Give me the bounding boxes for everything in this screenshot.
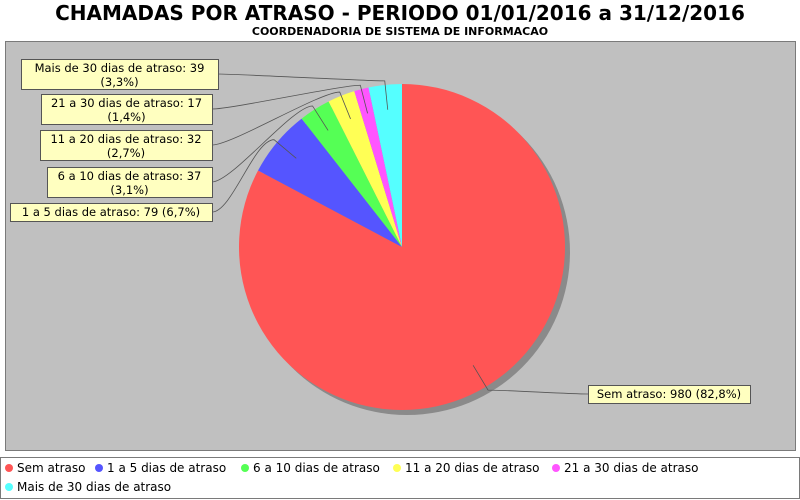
legend-label: 11 a 20 dias de atraso [405,461,540,475]
label-text: (3,3%) [100,75,138,89]
label-box [10,203,213,222]
slice-label: 6 a 10 dias de atraso: 37(3,1%) [47,167,213,198]
label-text: 11 a 20 dias de atraso: 32 [50,132,201,146]
legend-swatch [552,464,560,472]
label-box [41,94,213,125]
legend-label: Mais de 30 dias de atraso [17,480,172,494]
slice-label: Sem atraso: 980 (82,8%) [588,385,751,404]
label-text: (2,7%) [107,146,145,160]
label-box [40,130,213,161]
slice-label: 1 a 5 dias de atraso: 79 (6,7%) [10,203,213,222]
label-box [21,59,219,90]
label-text: (3,1%) [110,183,148,197]
legend-swatch [95,464,103,472]
pie-chart: Sem atraso: 980 (82,8%) 1 a 5 dias de atr… [10,59,751,415]
pie-slice[interactable] [368,84,402,247]
legend-label: Sem atraso [17,461,86,475]
legend-swatch [5,464,13,472]
chart-subtitle: COORDENADORIA DE SISTEMA DE INFORMACAO [251,25,549,38]
pie-slice[interactable] [328,91,402,247]
slice-label: 11 a 20 dias de atraso: 32(2,7%) [40,130,213,161]
plot-area: Sem atraso: 980 (82,8%) 1 a 5 dias de atr… [5,41,796,451]
legend-item: Mais de 30 dias de atraso [5,480,171,494]
slice-label: Mais de 30 dias de atraso: 39(3,3%) [21,59,219,90]
leader-line [211,105,329,183]
leader-line [217,73,389,110]
leader-line [211,91,351,146]
label-text: Mais de 30 dias de atraso: 39 [35,61,205,75]
label-text: 6 a 10 dias de atraso: 37 [58,169,202,183]
legend-item: 11 a 20 dias de atraso [393,461,539,475]
legend-swatch [241,464,249,472]
leader-line [472,365,589,395]
label-box [588,385,751,404]
legend-item: Sem atraso [5,461,85,475]
slice-labels: Sem atraso: 980 (82,8%) 1 a 5 dias de atr… [10,59,751,404]
pie-slice[interactable] [354,87,402,247]
label-box [47,167,213,198]
legend-item: 6 a 10 dias de atraso [241,461,380,475]
leader-line [211,84,368,114]
pie-slice[interactable] [301,101,402,247]
legend-item: 21 a 30 dias de atraso [552,461,698,475]
leader-line [211,139,297,213]
legend-label: 21 a 30 dias de atraso [564,461,699,475]
legend: Sem atraso 1 a 5 dias de atraso 6 a 10 dia… [0,457,800,499]
legend-item: 1 a 5 dias de atraso [95,461,226,475]
legend-label: 6 a 10 dias de atraso [253,461,380,475]
label-text: (1,4%) [107,110,145,124]
legend-swatch [393,464,401,472]
slice-label: 21 a 30 dias de atraso: 17(1,4%) [41,94,213,125]
pie-slice[interactable] [238,84,565,410]
label-text: 1 a 5 dias de atraso: 79 (6,7%) [22,205,200,219]
pie-slice[interactable] [258,118,402,247]
leader-lines [211,73,589,395]
legend-swatch [5,483,13,491]
legend-label: 1 a 5 dias de atraso [107,461,227,475]
label-text: Sem atraso: 980 (82,8%) [597,387,741,401]
label-text: 21 a 30 dias de atraso: 17 [51,96,202,110]
chart-title: CHAMADAS POR ATRASO - PERIODO 01/01/2016… [55,1,745,25]
